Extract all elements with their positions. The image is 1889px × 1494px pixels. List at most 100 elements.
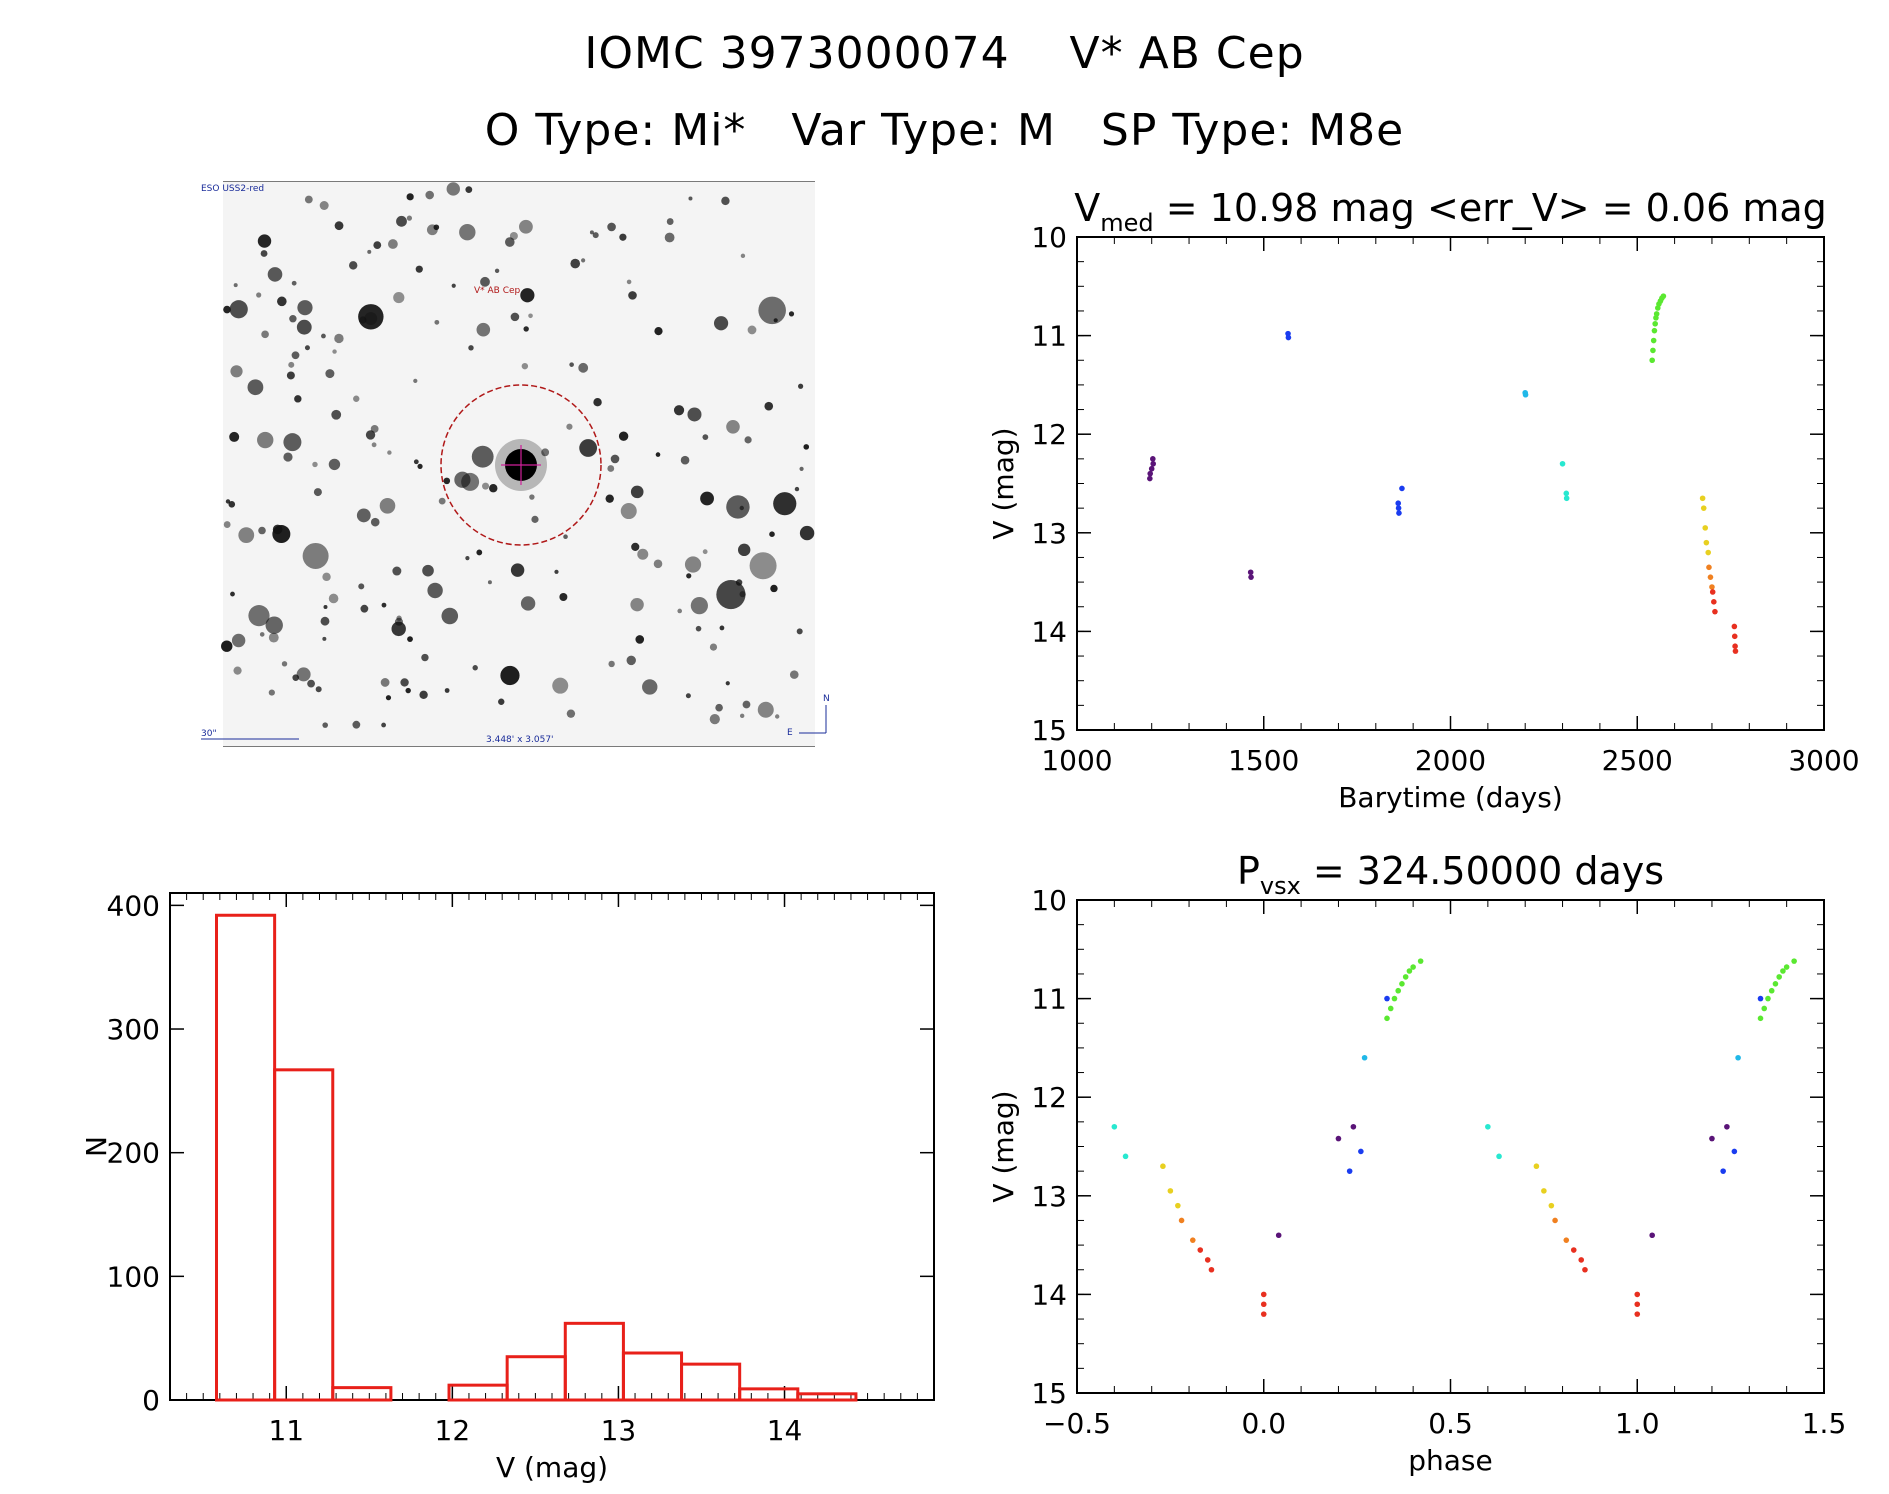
finder-chart-image: ESO USS2-red V* AB Cep 30" 3.448' x 3.05…: [199, 181, 839, 747]
data-point: [1757, 995, 1764, 1002]
star: [427, 582, 443, 599]
data-point: [1791, 958, 1797, 964]
star: [446, 182, 460, 196]
histogram-bar: [331, 1386, 393, 1402]
data-point: [1485, 1123, 1491, 1130]
target-crosshair: [501, 445, 541, 485]
star: [373, 241, 382, 250]
star: [607, 465, 615, 472]
star: [713, 316, 729, 331]
data-point: [1720, 1168, 1726, 1174]
data-point: [1208, 1266, 1215, 1273]
histogram-bar: [215, 913, 277, 1402]
star: [758, 296, 786, 325]
x-tick-label: 2500: [1602, 744, 1673, 777]
star: [334, 221, 344, 231]
star: [272, 524, 283, 535]
star: [589, 230, 594, 235]
star: [702, 434, 709, 441]
star: [757, 701, 774, 718]
histogram-bar: [273, 1068, 335, 1402]
target-label: V* AB Cep: [474, 286, 521, 296]
star: [451, 283, 456, 288]
data-point: [1178, 1217, 1185, 1224]
star: [500, 665, 520, 686]
data-point: [1147, 475, 1153, 482]
data-point: [1732, 643, 1738, 649]
data-point: [1634, 1291, 1641, 1298]
data-point: [1406, 968, 1413, 974]
star: [229, 431, 240, 442]
star: [742, 700, 751, 709]
star: [618, 431, 629, 441]
star: [465, 556, 470, 561]
star: [413, 459, 419, 465]
data-point: [1772, 981, 1779, 987]
star: [744, 436, 752, 444]
star: [749, 552, 777, 580]
y-tick-label: 12: [1031, 418, 1067, 451]
data-point: [1699, 495, 1706, 502]
data-point: [1395, 500, 1402, 507]
data-point: [1709, 584, 1715, 590]
data-point: [1150, 456, 1156, 462]
star: [700, 491, 714, 506]
histogram-plot: 11 12 13 14 0 100 200 300 400 V (mag) N: [80, 889, 935, 1484]
data-point: [1399, 981, 1405, 987]
star: [438, 497, 446, 505]
star: [385, 695, 392, 701]
target-aperture-circle: [440, 384, 602, 546]
star: [566, 709, 576, 718]
star: [796, 628, 803, 635]
star: [381, 722, 387, 728]
data-point: [1111, 1123, 1118, 1130]
star: [422, 564, 434, 577]
star: [592, 232, 599, 239]
star: [480, 276, 490, 287]
data-point: [1384, 995, 1390, 1002]
star: [519, 219, 533, 234]
histogram-bar: [505, 1355, 567, 1402]
star: [230, 591, 235, 597]
star: [356, 508, 371, 523]
star: [593, 398, 602, 407]
star: [788, 311, 795, 317]
y-tick-label: 0: [142, 1384, 160, 1417]
star: [319, 200, 329, 210]
y-tick-label: 10: [1031, 221, 1067, 254]
x-tick-label: 13: [601, 1414, 637, 1447]
star: [302, 542, 329, 569]
star: [498, 698, 505, 705]
star: [702, 549, 708, 555]
data-point: [1765, 995, 1771, 1002]
star: [223, 521, 231, 528]
star: [626, 655, 636, 666]
star: [635, 635, 645, 644]
star: [465, 186, 473, 194]
data-point: [1649, 1232, 1655, 1239]
star: [388, 239, 398, 249]
data-point: [1189, 1237, 1196, 1243]
data-point: [1634, 1301, 1641, 1308]
data-point: [1533, 1163, 1540, 1170]
star: [684, 556, 702, 573]
star: [260, 250, 268, 257]
star: [315, 686, 322, 693]
star: [721, 196, 730, 206]
star: [370, 517, 380, 527]
star: [283, 452, 293, 462]
star: [358, 583, 365, 590]
star: [443, 477, 451, 485]
data-point: [1731, 633, 1738, 640]
star: [541, 448, 550, 457]
data-point: [1399, 485, 1405, 492]
star: [415, 265, 423, 273]
star: [799, 466, 804, 471]
star: [387, 450, 392, 455]
data-point: [1578, 1257, 1585, 1263]
star: [371, 442, 377, 448]
star: [520, 288, 535, 303]
data-point: [1563, 490, 1570, 497]
star: [407, 636, 413, 643]
